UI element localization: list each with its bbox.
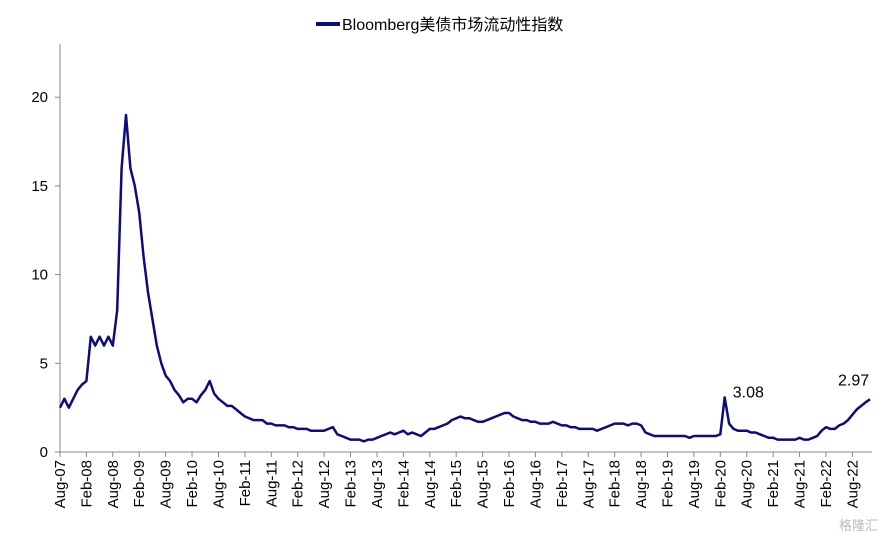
x-tick-label: Aug-09 bbox=[158, 460, 175, 508]
x-tick-label: Feb-21 bbox=[765, 460, 782, 508]
x-tick-label: Feb-08 bbox=[78, 460, 95, 508]
watermark: 格隆汇 bbox=[839, 518, 878, 533]
x-tick-label: Aug-17 bbox=[580, 460, 597, 508]
y-tick-label: 0 bbox=[40, 444, 48, 461]
x-tick-label: Aug-19 bbox=[686, 460, 703, 508]
x-tick-label: Feb-16 bbox=[501, 460, 518, 508]
x-tick-label: Aug-12 bbox=[316, 460, 333, 508]
y-tick-label: 10 bbox=[31, 267, 48, 284]
x-tick-label: Aug-22 bbox=[844, 460, 861, 508]
x-tick-label: Aug-15 bbox=[475, 460, 492, 508]
y-tick-label: 5 bbox=[40, 355, 48, 372]
x-tick-label: Feb-18 bbox=[607, 460, 624, 508]
x-tick-label: Aug-10 bbox=[210, 460, 227, 508]
x-tick-label: Feb-14 bbox=[395, 460, 412, 508]
x-tick-label: Feb-15 bbox=[448, 460, 465, 508]
x-tick-label: Aug-18 bbox=[633, 460, 650, 508]
x-tick-label: Aug-14 bbox=[422, 460, 439, 508]
legend-label: Bloomberg美债市场流动性指数 bbox=[342, 16, 563, 34]
x-tick-label: Feb-12 bbox=[290, 460, 307, 508]
data-label: 2.97 bbox=[838, 372, 869, 389]
x-tick-label: Feb-13 bbox=[343, 460, 360, 508]
y-tick-label: 20 bbox=[31, 89, 48, 106]
data-line bbox=[58, 113, 871, 443]
x-tick-label: Feb-17 bbox=[554, 460, 571, 508]
y-tick-label: 15 bbox=[31, 178, 48, 195]
x-tick-label: Aug-20 bbox=[739, 460, 756, 508]
x-tick-label: Feb-11 bbox=[237, 460, 254, 506]
x-tick-label: Feb-19 bbox=[660, 460, 677, 508]
x-tick-label: Aug-13 bbox=[369, 460, 386, 508]
x-tick-label: Feb-20 bbox=[712, 460, 729, 508]
x-tick-label: Aug-11 bbox=[263, 460, 280, 507]
x-tick-label: Feb-10 bbox=[184, 460, 201, 508]
x-tick-label: Aug-16 bbox=[527, 460, 544, 508]
x-tick-label: Aug-21 bbox=[792, 460, 809, 508]
x-tick-label: Feb-22 bbox=[818, 460, 835, 508]
x-tick-label: Aug-08 bbox=[105, 460, 122, 508]
data-label: 3.08 bbox=[733, 384, 764, 401]
x-tick-label: Feb-09 bbox=[131, 460, 148, 508]
x-tick-label: Aug-07 bbox=[52, 460, 69, 508]
